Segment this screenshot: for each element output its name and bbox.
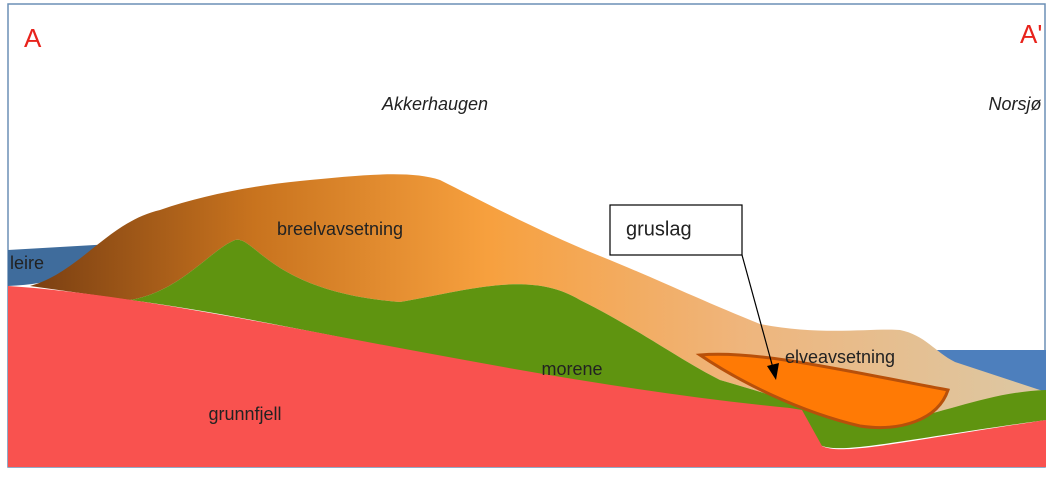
grunnfjell-layer [8,286,1046,467]
layer-label: elveavsetning [785,347,895,367]
callout-arrow [741,254,774,369]
callout-box [609,204,743,256]
morene-layer [130,239,1046,449]
layer-label: breelvavsetning [277,219,403,239]
section-start: A [24,23,42,53]
arrow-head [767,363,779,380]
section-end: A' [1020,19,1042,49]
layer-label: grunnfjell [208,404,281,424]
callout-label: gruslag [626,218,692,240]
layer-label: leire [10,253,44,273]
lake [930,350,1046,392]
place-label: Norsjø [989,94,1042,114]
elveavsetning-layer [695,352,950,429]
layer-label: morene [541,359,602,379]
place-label: Akkerhaugen [381,94,488,114]
breelvavsetning-layer [30,174,1046,420]
